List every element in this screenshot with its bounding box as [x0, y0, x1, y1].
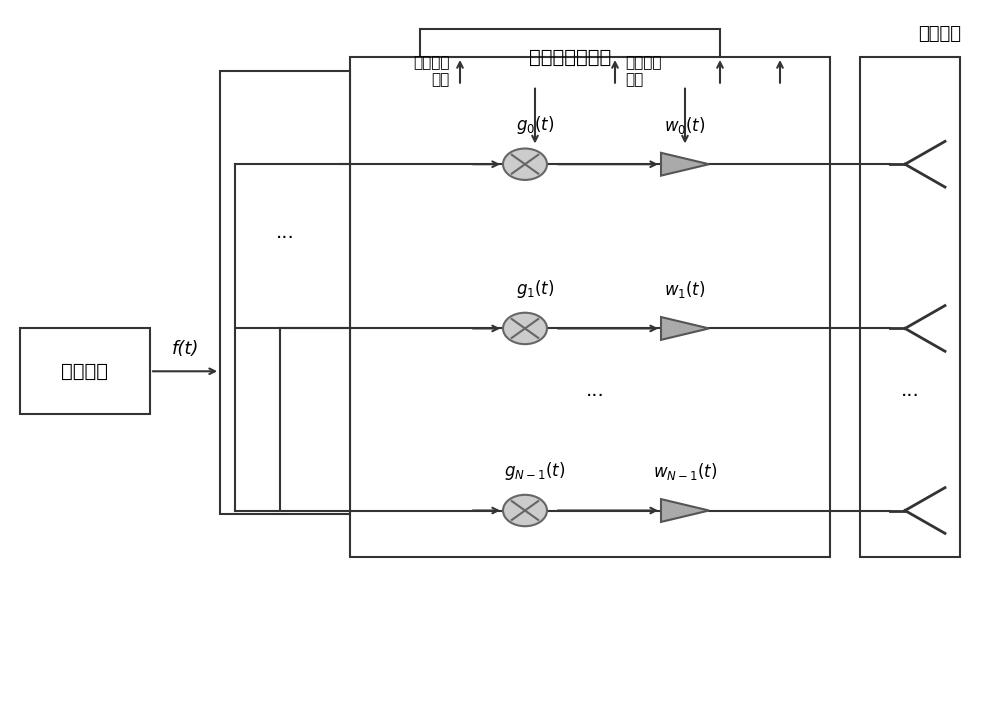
FancyBboxPatch shape: [20, 328, 150, 414]
Text: ...: ...: [276, 223, 294, 241]
Text: ...: ...: [586, 381, 604, 401]
Polygon shape: [661, 499, 709, 522]
Text: 幅度加权
控制: 幅度加权 控制: [625, 55, 662, 88]
Text: $w_0(t)$: $w_0(t)$: [664, 115, 706, 136]
Text: ...: ...: [901, 381, 919, 401]
Circle shape: [503, 495, 547, 526]
Polygon shape: [661, 317, 709, 340]
Text: $g_1(t)$: $g_1(t)$: [516, 278, 554, 300]
Text: 波形产生: 波形产生: [62, 362, 108, 381]
Text: $g_0(t)$: $g_0(t)$: [516, 114, 554, 136]
Text: $w_1(t)$: $w_1(t)$: [664, 279, 706, 300]
FancyBboxPatch shape: [420, 29, 720, 86]
Circle shape: [503, 313, 547, 344]
FancyBboxPatch shape: [220, 71, 350, 514]
Text: $w_{N-1}(t)$: $w_{N-1}(t)$: [653, 461, 717, 482]
Text: 附加信号
控制: 附加信号 控制: [414, 55, 450, 88]
Text: 信号控制子系统: 信号控制子系统: [529, 48, 611, 66]
Polygon shape: [661, 153, 709, 176]
Text: 天线单元: 天线单元: [919, 25, 962, 43]
FancyBboxPatch shape: [350, 57, 830, 557]
Text: f(t): f(t): [171, 341, 199, 358]
Circle shape: [503, 149, 547, 180]
Text: $g_{N-1}(t)$: $g_{N-1}(t)$: [504, 460, 566, 482]
FancyBboxPatch shape: [860, 57, 960, 557]
